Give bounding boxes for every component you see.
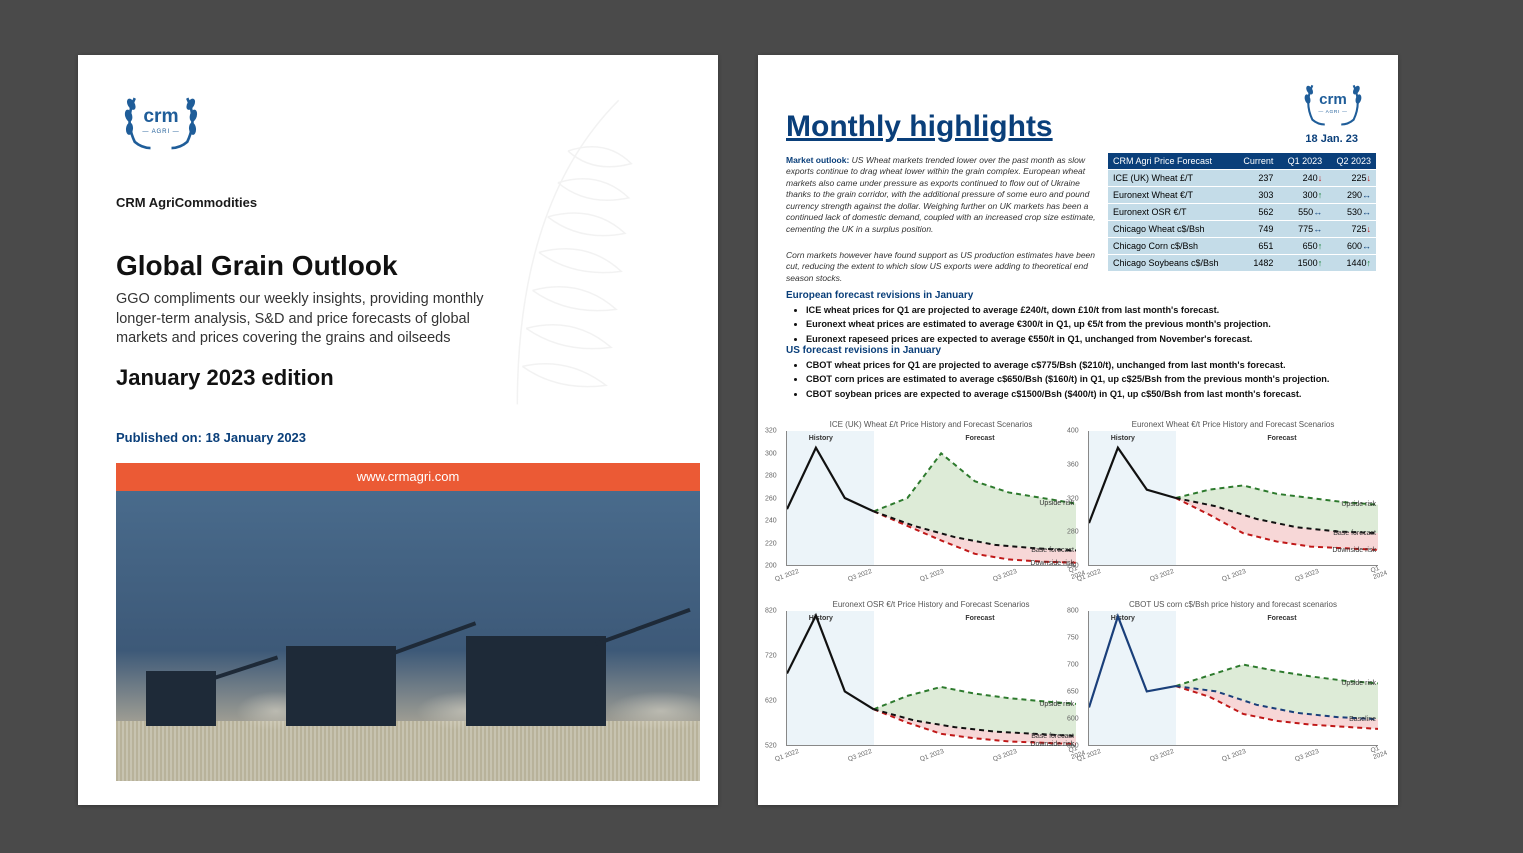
- cover-page: crm — AGRI — CRM AgriCommodities Global …: [78, 55, 718, 805]
- euro-bullets: ICE wheat prices for Q1 are projected to…: [806, 303, 1366, 346]
- highlights-page: Monthly highlights crm — AGRI — 18 Jan. …: [758, 55, 1398, 805]
- company-name: CRM AgriCommodities: [116, 195, 257, 210]
- brand-logo: crm — AGRI —: [116, 85, 206, 155]
- table-row: Chicago Wheat c$/Bsh749775↔725↓: [1108, 221, 1376, 238]
- outlook-label: Market outlook:: [786, 155, 849, 165]
- chart-title: CBOT US corn c$/Bsh price history and fo…: [1088, 600, 1378, 609]
- highlights-heading: Monthly highlights: [786, 110, 1053, 144]
- chart-ice-wheat: ICE (UK) Wheat £/t Price History and For…: [786, 420, 1076, 575]
- list-item: ICE wheat prices for Q1 are projected to…: [806, 303, 1366, 317]
- chart-title: ICE (UK) Wheat £/t Price History and For…: [786, 420, 1076, 429]
- fc-header-label: CRM Agri Price Forecast: [1108, 153, 1235, 170]
- list-item: Euronext wheat prices are estimated to a…: [806, 317, 1366, 331]
- us-revisions-header: US forecast revisions in January: [786, 345, 941, 356]
- list-item: Euronext rapeseed prices are expected to…: [806, 332, 1366, 346]
- svg-text:crm: crm: [1319, 91, 1347, 108]
- chart-title: Euronext Wheat €/t Price History and For…: [1088, 420, 1378, 429]
- chart-cbot-corn: CBOT US corn c$/Bsh price history and fo…: [1088, 600, 1378, 755]
- market-outlook-text: Market outlook: US Wheat markets trended…: [786, 155, 1096, 235]
- table-row: ICE (UK) Wheat £/T237240↓225↓: [1108, 170, 1376, 187]
- chart-euronext-wheat: Euronext Wheat €/t Price History and For…: [1088, 420, 1378, 575]
- report-title: Global Grain Outlook: [116, 250, 398, 282]
- table-row: Chicago Corn c$/Bsh651650↑600↔: [1108, 238, 1376, 255]
- forecast-table: CRM Agri Price ForecastCurrentQ1 2023Q2 …: [1108, 153, 1376, 271]
- chart-euronext-osr: Euronext OSR €/t Price History and Forec…: [786, 600, 1076, 755]
- chart-title: Euronext OSR €/t Price History and Forec…: [786, 600, 1076, 609]
- outlook-body: US Wheat markets trended lower over the …: [786, 155, 1095, 234]
- report-description: GGO compliments our weekly insights, pro…: [116, 290, 486, 349]
- edition-label: January 2023 edition: [116, 365, 334, 391]
- website-bar: www.crmagri.com: [116, 463, 700, 491]
- hero-image: [116, 491, 700, 781]
- published-date: Published on: 18 January 2023: [116, 430, 306, 445]
- table-row: Euronext Wheat €/T303300↑290↔: [1108, 187, 1376, 204]
- euro-revisions-header: European forecast revisions in January: [786, 290, 973, 301]
- svg-text:— AGRI —: — AGRI —: [1318, 109, 1347, 115]
- page2-logo-icon: crm — AGRI —: [1298, 75, 1368, 130]
- logo-sub: — AGRI —: [142, 128, 179, 135]
- laurel-logo-icon: crm — AGRI —: [116, 85, 206, 155]
- highlights-date: 18 Jan. 23: [1305, 133, 1358, 145]
- wheat-watermark-icon: [438, 75, 698, 455]
- us-bullets: CBOT wheat prices for Q1 are projected t…: [806, 358, 1366, 401]
- list-item: CBOT corn prices are estimated to averag…: [806, 372, 1366, 386]
- table-row: Chicago Soybeans c$/Bsh14821500↑1440↑: [1108, 255, 1376, 272]
- table-row: Euronext OSR €/T562550↔530↔: [1108, 204, 1376, 221]
- list-item: CBOT soybean prices are expected to aver…: [806, 387, 1366, 401]
- corn-note: Corn markets however have found support …: [786, 250, 1096, 284]
- list-item: CBOT wheat prices for Q1 are projected t…: [806, 358, 1366, 372]
- logo-text: crm: [143, 106, 178, 127]
